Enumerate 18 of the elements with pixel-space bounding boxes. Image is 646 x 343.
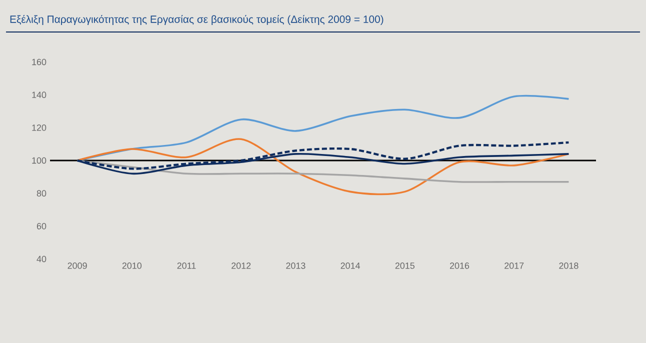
x-tick-label: 2015	[395, 262, 414, 269]
y-tick-label: 160	[32, 58, 46, 66]
x-tick-label: 2010	[122, 262, 142, 269]
y-tick-label: 120	[32, 124, 46, 131]
y-tick-label: 60	[36, 222, 46, 230]
x-tick-label: 2018	[559, 262, 578, 269]
y-tick-label: 80	[36, 190, 46, 197]
y-tick-label: 40	[36, 256, 46, 262]
chart-title: Εξέλιξη Παραγωγικότητας της Εργασίας σε βασικούς τομείς (Δείκτης 2009 = 100)	[10, 14, 384, 26]
x-tick-label: 2012	[232, 262, 251, 269]
x-tick-label: 2009	[68, 262, 87, 269]
x-tick-label: 2011	[177, 262, 196, 269]
y-tick-label: 100	[32, 157, 46, 164]
x-tick-label: 2017	[504, 262, 524, 269]
x-tick-label: 2013	[286, 262, 306, 269]
y-tick-label: 140	[32, 92, 46, 98]
x-tick-label: 2016	[450, 262, 470, 269]
x-tick-label: 2014	[340, 262, 360, 269]
